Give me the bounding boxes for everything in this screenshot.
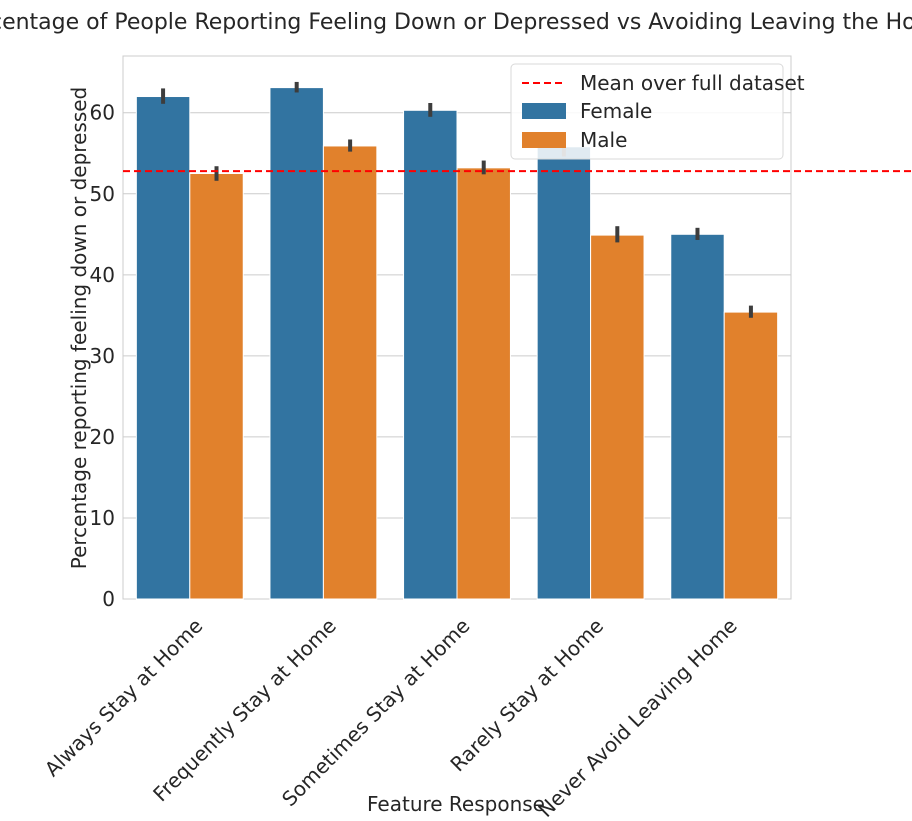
- bar-female-2: [269, 87, 324, 600]
- bar-female-1: [135, 96, 191, 600]
- x-axis-label: Feature Response: [367, 792, 545, 816]
- legend-label-mean: Mean over full dataset: [580, 71, 805, 95]
- y-tick-label: 30: [90, 344, 115, 368]
- legend-box: [510, 63, 784, 160]
- y-tick-label: 10: [90, 506, 115, 530]
- bar-female-4: [536, 146, 592, 600]
- bar-female-3: [403, 109, 458, 600]
- y-axis-label: Percentage reporting feeling down or dep…: [67, 87, 91, 570]
- legend-swatch-female: [522, 103, 566, 119]
- chart-title: Percentage of People Reporting Feeling D…: [0, 10, 912, 35]
- bar-male-4: [590, 234, 645, 600]
- y-tick-label: 50: [90, 182, 115, 206]
- bar-male-1: [189, 173, 244, 600]
- bar-male-5: [723, 311, 779, 600]
- bar-female-5: [670, 233, 725, 600]
- legend-label-female: Female: [580, 99, 652, 123]
- legend-swatch-male: [522, 132, 566, 148]
- bar-male-2: [322, 145, 378, 600]
- legend-label-male: Male: [580, 128, 627, 152]
- legend: Mean over full dataset Female Male: [510, 63, 805, 160]
- y-tick-label: 0: [102, 587, 115, 611]
- y-axis-ticks: 0 10 20 30 40 50 60: [90, 101, 115, 611]
- x-tick-label: Rarely Stay at Home: [445, 614, 608, 777]
- y-tick-label: 20: [90, 425, 115, 449]
- y-tick-label: 60: [90, 101, 115, 125]
- bar-male-3: [456, 167, 511, 600]
- y-tick-label: 40: [90, 263, 115, 287]
- bars: [135, 87, 779, 600]
